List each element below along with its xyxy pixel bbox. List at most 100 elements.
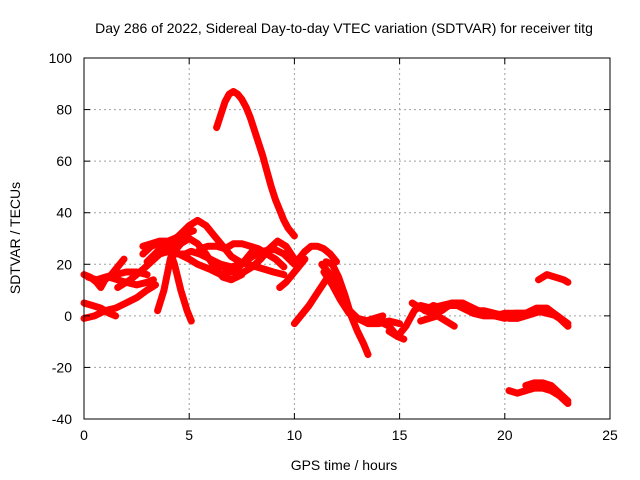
data-point — [139, 266, 146, 273]
data-point — [186, 256, 193, 263]
data-point — [177, 240, 184, 247]
data-point — [152, 281, 159, 288]
data-point — [409, 299, 416, 306]
data-point — [232, 269, 239, 276]
data-point — [329, 281, 336, 288]
data-point — [463, 305, 470, 312]
x-tick-label: 25 — [602, 427, 618, 443]
data-point — [396, 320, 403, 327]
data-point — [228, 276, 235, 283]
data-point — [114, 276, 121, 283]
series-arc-15 — [213, 88, 298, 240]
data-point — [455, 302, 462, 309]
data-point — [148, 240, 155, 247]
data-point — [203, 250, 210, 257]
data-point — [402, 323, 409, 330]
data-point — [213, 243, 220, 250]
data-point — [506, 315, 513, 322]
data-point — [97, 284, 104, 291]
data-point — [120, 256, 127, 263]
data-point — [194, 217, 201, 224]
y-tick-label: 100 — [49, 50, 73, 66]
y-tick-label: 0 — [64, 308, 72, 324]
data-point — [280, 263, 287, 270]
data-point — [133, 281, 140, 288]
data-point — [480, 307, 487, 314]
data-point — [282, 279, 289, 286]
data-point — [93, 276, 100, 283]
data-point — [447, 302, 454, 309]
data-point — [255, 245, 262, 252]
data-point — [127, 276, 134, 283]
data-point — [247, 114, 254, 121]
data-point — [266, 245, 273, 252]
data-point — [280, 271, 287, 278]
data-point — [259, 152, 266, 159]
data-point — [156, 238, 163, 245]
data-point — [114, 284, 121, 291]
data-point — [434, 312, 441, 319]
data-point — [194, 261, 201, 268]
data-point — [91, 312, 98, 319]
data-point — [276, 284, 283, 291]
data-point — [224, 266, 231, 273]
data-point — [522, 382, 529, 389]
data-point — [514, 390, 521, 397]
data-point — [552, 274, 559, 281]
series-arc-11 — [143, 216, 288, 279]
data-point — [282, 243, 289, 250]
data-point — [186, 222, 193, 229]
data-point — [194, 240, 201, 247]
data-point — [177, 287, 184, 294]
data-point — [240, 269, 247, 276]
x-axis-label: GPS time / hours — [291, 457, 398, 473]
data-point — [430, 302, 437, 309]
x-tick-label: 15 — [392, 427, 408, 443]
data-point — [400, 336, 407, 343]
data-point — [257, 256, 264, 263]
data-point — [205, 243, 212, 250]
data-point — [560, 276, 567, 283]
data-point — [426, 315, 433, 322]
x-tick-label: 10 — [287, 427, 303, 443]
data-point — [289, 271, 296, 278]
data-point — [314, 289, 321, 296]
data-point — [491, 310, 498, 317]
data-point — [344, 305, 350, 312]
data-point — [451, 323, 458, 330]
data-point — [327, 250, 334, 257]
data-point — [230, 88, 237, 95]
y-tick-label: 40 — [56, 205, 72, 221]
y-tick-label: 80 — [56, 102, 72, 118]
data-point — [280, 217, 287, 224]
data-point — [165, 240, 172, 247]
data-point — [133, 294, 140, 301]
data-point — [314, 243, 321, 250]
data-point — [154, 307, 161, 314]
data-point — [564, 323, 571, 330]
data-point — [556, 390, 563, 397]
data-point — [249, 263, 256, 270]
data-point — [320, 245, 327, 252]
data-point — [203, 222, 210, 229]
data-point — [548, 382, 555, 389]
data-point — [543, 271, 550, 278]
plot-frame — [83, 57, 611, 420]
data-point — [295, 263, 302, 270]
data-point — [211, 232, 218, 239]
data-point — [365, 318, 372, 325]
data-point — [186, 235, 193, 242]
data-point — [564, 279, 571, 286]
data-point — [411, 307, 418, 314]
chart-title: Day 286 of 2022, Sidereal Day-to-day VTE… — [95, 20, 593, 36]
data-point — [295, 256, 302, 263]
data-point — [297, 312, 304, 319]
data-point — [230, 240, 237, 247]
data-point — [188, 318, 195, 325]
data-point — [251, 127, 258, 134]
data-point — [261, 266, 268, 273]
x-tick-label: 20 — [497, 427, 513, 443]
data-point — [139, 250, 146, 257]
data-point — [354, 328, 361, 335]
